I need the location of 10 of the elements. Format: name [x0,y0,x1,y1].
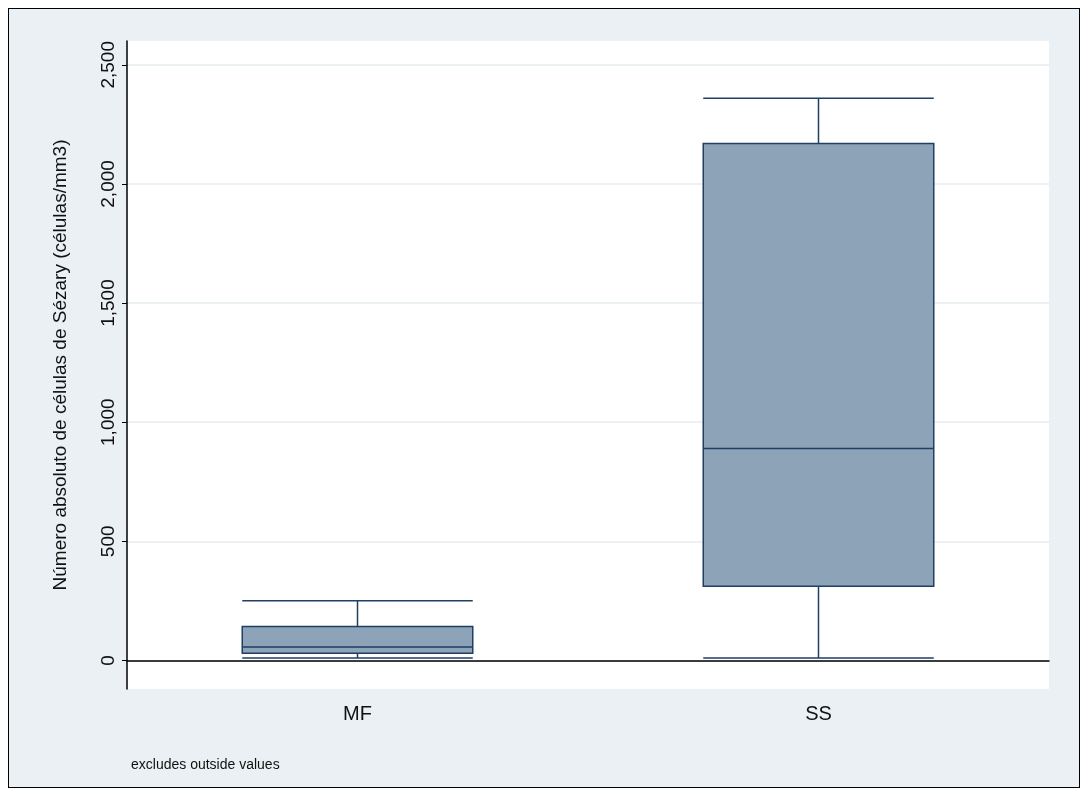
y-tick-label: 1,000 [97,398,118,446]
text: excludes outside values [131,756,280,772]
y-tick-label: 2,000 [97,160,118,208]
y-axis-title: Número absoluto de células de Sézary (células/mm3) [49,139,70,591]
y-tick-label: 0 [97,655,118,666]
y-tick-label: 500 [97,525,118,558]
y-tick-label: 2,500 [97,41,118,89]
y-tick-label: 1,500 [97,279,118,327]
x-tick-label: SS [805,702,832,724]
x-tick-label: MF [343,702,372,724]
